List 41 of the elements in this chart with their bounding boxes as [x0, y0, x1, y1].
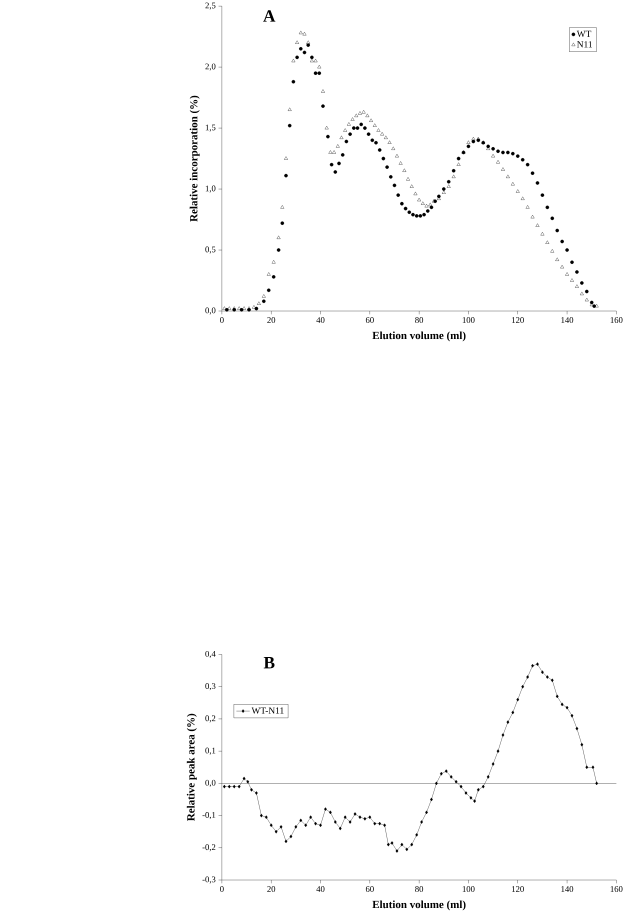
x-tick-label: 40	[316, 886, 324, 892]
y-tick-label: -0,1	[202, 812, 216, 820]
x-tick-label: 160	[610, 886, 622, 892]
x-tick-label: 20	[267, 317, 275, 323]
x-tick-label: 120	[512, 317, 524, 323]
x-tick-label: 120	[512, 886, 524, 892]
legend-label: WT-N11	[251, 707, 284, 714]
chart-title: B	[264, 657, 274, 668]
x-tick-label: 140	[561, 317, 573, 323]
y-axis-title: Relative peak area (%)	[186, 714, 197, 821]
x-tick-label: 80	[414, 317, 423, 323]
x-tick-label: 60	[366, 317, 374, 323]
y-axis-title: Relative incorporation (%)	[189, 96, 200, 222]
x-tick-label: 0	[220, 317, 224, 323]
y-tick-label: -0,3	[202, 876, 216, 884]
x-tick-label: 20	[267, 886, 275, 892]
x-tick-label: 0	[220, 886, 224, 892]
legend-label: N11	[576, 41, 592, 48]
y-tick-label: 1,5	[206, 124, 216, 132]
x-axis-title: Elution volume (ml)	[372, 900, 466, 910]
y-tick-label: 0,5	[205, 246, 216, 254]
x-tick-label: 140	[561, 886, 573, 892]
y-tick-label: 1,0	[206, 186, 216, 193]
x-tick-label: 100	[462, 886, 474, 892]
x-tick-label: 100	[462, 317, 474, 323]
legend-label: WT	[576, 30, 591, 38]
y-tick-label: 2,0	[205, 64, 216, 71]
y-tick-label: 0,4	[205, 650, 216, 658]
x-tick-label: 60	[366, 886, 374, 892]
chart-title: A	[262, 10, 276, 22]
y-tick-label: 2,5	[205, 2, 216, 10]
x-axis-title: Elution volume (ml)	[372, 331, 466, 342]
y-tick-label: 0,2	[205, 715, 216, 722]
y-tick-label: -0,2	[202, 844, 216, 852]
x-tick-label: 80	[414, 886, 423, 892]
y-tick-label: 0,0	[205, 307, 216, 315]
y-tick-label: 0,1	[205, 748, 216, 755]
y-tick-label: 0,0	[205, 780, 216, 787]
x-tick-label: 40	[316, 317, 324, 323]
y-tick-label: 0,3	[205, 683, 216, 690]
x-tick-label: 160	[610, 317, 622, 323]
